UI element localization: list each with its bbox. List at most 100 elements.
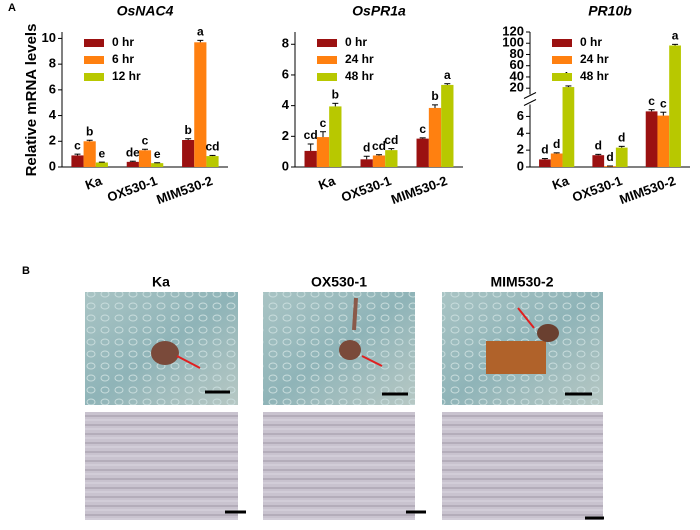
chart-title: PR10b xyxy=(588,3,632,19)
axis-break xyxy=(523,99,537,106)
significance-letter: b xyxy=(332,88,339,102)
bar xyxy=(604,166,616,167)
y-tick-label: 2 xyxy=(282,128,289,143)
micrographs: Ka OX530-1 MIM530-2 xyxy=(85,274,604,520)
significance-letter: d xyxy=(618,131,625,145)
x-tick-label: OX530-1 xyxy=(105,173,159,205)
x-tick-label: MIM530-2 xyxy=(389,173,449,207)
legend-swatch xyxy=(317,39,337,47)
bar xyxy=(304,150,317,167)
bar xyxy=(441,84,454,167)
bar xyxy=(316,137,330,167)
bar xyxy=(539,159,551,167)
image-texture xyxy=(263,292,415,405)
y-tick-label: 6 xyxy=(49,81,56,96)
x-tick-label: Ka xyxy=(83,173,104,193)
y-tick-label: 4 xyxy=(517,125,525,140)
significance-letter: c xyxy=(648,94,655,108)
significance-letter: d xyxy=(363,140,370,154)
y-tick-label: 6 xyxy=(282,66,289,81)
stain xyxy=(486,341,546,374)
stain xyxy=(537,324,559,342)
y-tick-label: 0 xyxy=(282,158,289,173)
x-tick-label: MIM530-2 xyxy=(154,173,214,207)
significance-letter: de xyxy=(126,145,140,159)
arrow xyxy=(176,355,201,369)
significance-letter: b xyxy=(184,123,191,137)
legend-swatch xyxy=(84,73,104,81)
significance-letter: c xyxy=(142,133,149,147)
y-tick-label: 4 xyxy=(49,107,57,122)
y-tick-label: 2 xyxy=(49,133,56,148)
bar xyxy=(83,141,96,167)
bar xyxy=(550,153,563,167)
significance-letter: b xyxy=(431,89,438,103)
hypha xyxy=(352,297,358,331)
y-tick-label: 120 xyxy=(502,23,524,38)
y-tick-label: 0 xyxy=(517,158,524,173)
y-tick-label: 4 xyxy=(282,97,290,112)
significance-letter: c xyxy=(660,96,667,110)
y-tick-label: 60 xyxy=(510,57,524,72)
y-tick-label: 6 xyxy=(517,108,524,123)
significance-letter: a xyxy=(444,68,451,82)
y-tick-label: 20 xyxy=(510,80,524,95)
significance-letter: c xyxy=(320,116,327,130)
image xyxy=(442,412,603,520)
legend-label: 12 hr xyxy=(112,69,141,83)
legend-label: 0 hr xyxy=(345,35,367,49)
y-tick-label: 8 xyxy=(49,56,56,71)
bar xyxy=(206,156,219,167)
bar xyxy=(71,155,84,167)
legend-swatch xyxy=(317,73,337,81)
bar xyxy=(645,111,658,167)
significance-letter: d xyxy=(595,139,602,153)
significance-letter: d xyxy=(541,143,548,157)
x-tick-label: Ka xyxy=(550,173,571,193)
significance-letter: cd xyxy=(205,140,219,154)
significance-letter: c xyxy=(419,122,426,136)
bar xyxy=(372,155,386,167)
bar xyxy=(329,106,342,167)
bar xyxy=(615,147,628,167)
significance-letter: cd xyxy=(384,133,398,147)
bar xyxy=(428,107,442,167)
legend-label: 24 hr xyxy=(580,52,609,66)
bar xyxy=(416,138,429,167)
bar xyxy=(360,159,373,167)
bar xyxy=(182,140,195,167)
bar xyxy=(95,162,108,167)
stain xyxy=(339,340,361,360)
bar xyxy=(592,155,605,167)
significance-letter: cd xyxy=(372,139,386,153)
y-tick-label: 0 xyxy=(49,158,56,173)
arrow xyxy=(361,355,383,367)
bar xyxy=(669,45,681,167)
bar xyxy=(562,87,575,167)
image-label: Ka xyxy=(152,274,170,290)
legend-label: 48 hr xyxy=(580,69,609,83)
legend-swatch xyxy=(552,56,572,64)
y-tick-label: 40 xyxy=(510,68,524,83)
significance-letter: c xyxy=(74,138,81,152)
chart-title: OsPR1a xyxy=(352,3,406,19)
y-tick-label: 80 xyxy=(510,46,524,61)
axis-break-gap xyxy=(524,94,536,105)
bar xyxy=(151,163,164,167)
significance-letter: a xyxy=(197,25,204,39)
y-tick-label: 100 xyxy=(502,35,524,50)
chart-title: OsNAC4 xyxy=(117,3,174,19)
y-tick-label: 10 xyxy=(42,30,56,45)
axis-break xyxy=(523,92,537,99)
significance-letter: d xyxy=(606,150,613,164)
legend-label: 6 hr xyxy=(112,52,134,66)
legend-label: 0 hr xyxy=(112,35,134,49)
bar xyxy=(126,161,139,167)
image xyxy=(85,412,238,520)
significance-letter: cd xyxy=(304,128,318,142)
y-tick-label: 2 xyxy=(517,142,524,157)
legend-swatch xyxy=(552,73,572,81)
arrow xyxy=(517,307,535,329)
legend-label: 0 hr xyxy=(580,35,602,49)
significance-letter: d xyxy=(553,137,560,151)
